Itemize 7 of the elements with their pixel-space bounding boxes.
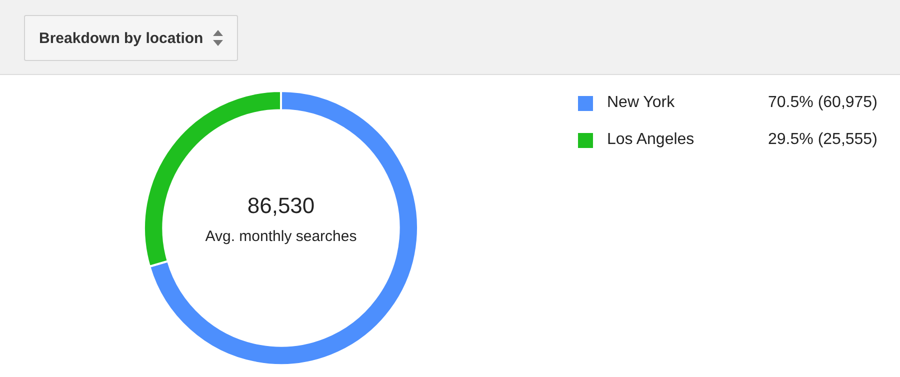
legend-label: New York xyxy=(607,94,676,112)
data-label: 70.5% (60,975) xyxy=(768,94,878,112)
legend-label: Los Angeles xyxy=(607,131,696,149)
text: 86,530 xyxy=(247,193,315,218)
chart-title: Breakdown by location xyxy=(39,30,204,46)
data-label: 29.5% (25,555) xyxy=(768,131,878,149)
text: Avg. monthly searches xyxy=(205,228,357,246)
